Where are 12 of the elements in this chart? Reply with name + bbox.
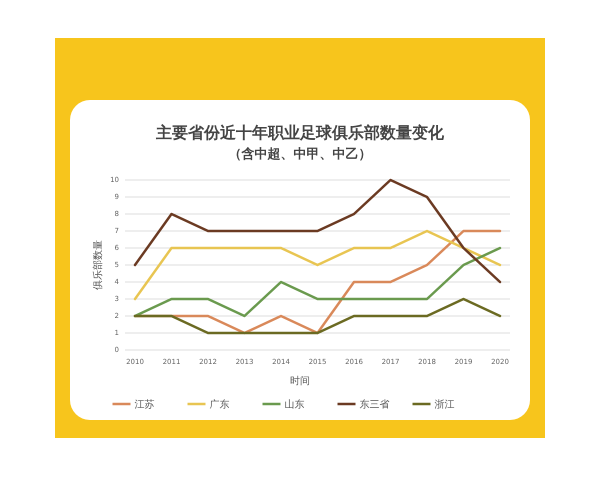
legend-label: 江苏 (134, 398, 154, 410)
legend-label: 广东 (210, 398, 230, 410)
line-series (134, 178, 502, 284)
x-axis-title: 时间 (290, 375, 310, 387)
legend-label: 山东 (284, 398, 304, 410)
line-series (134, 246, 502, 318)
chart-title: 主要省份近十年职业足球俱乐部数量变化 (155, 123, 445, 142)
chart-subtitle: （含中超、中甲、中乙） (228, 146, 372, 162)
legend-label: 东三省 (360, 398, 390, 410)
y-axis-title: 俱乐部数量 (92, 240, 104, 290)
legend-label: 浙江 (434, 398, 454, 410)
line-series (134, 230, 502, 300)
